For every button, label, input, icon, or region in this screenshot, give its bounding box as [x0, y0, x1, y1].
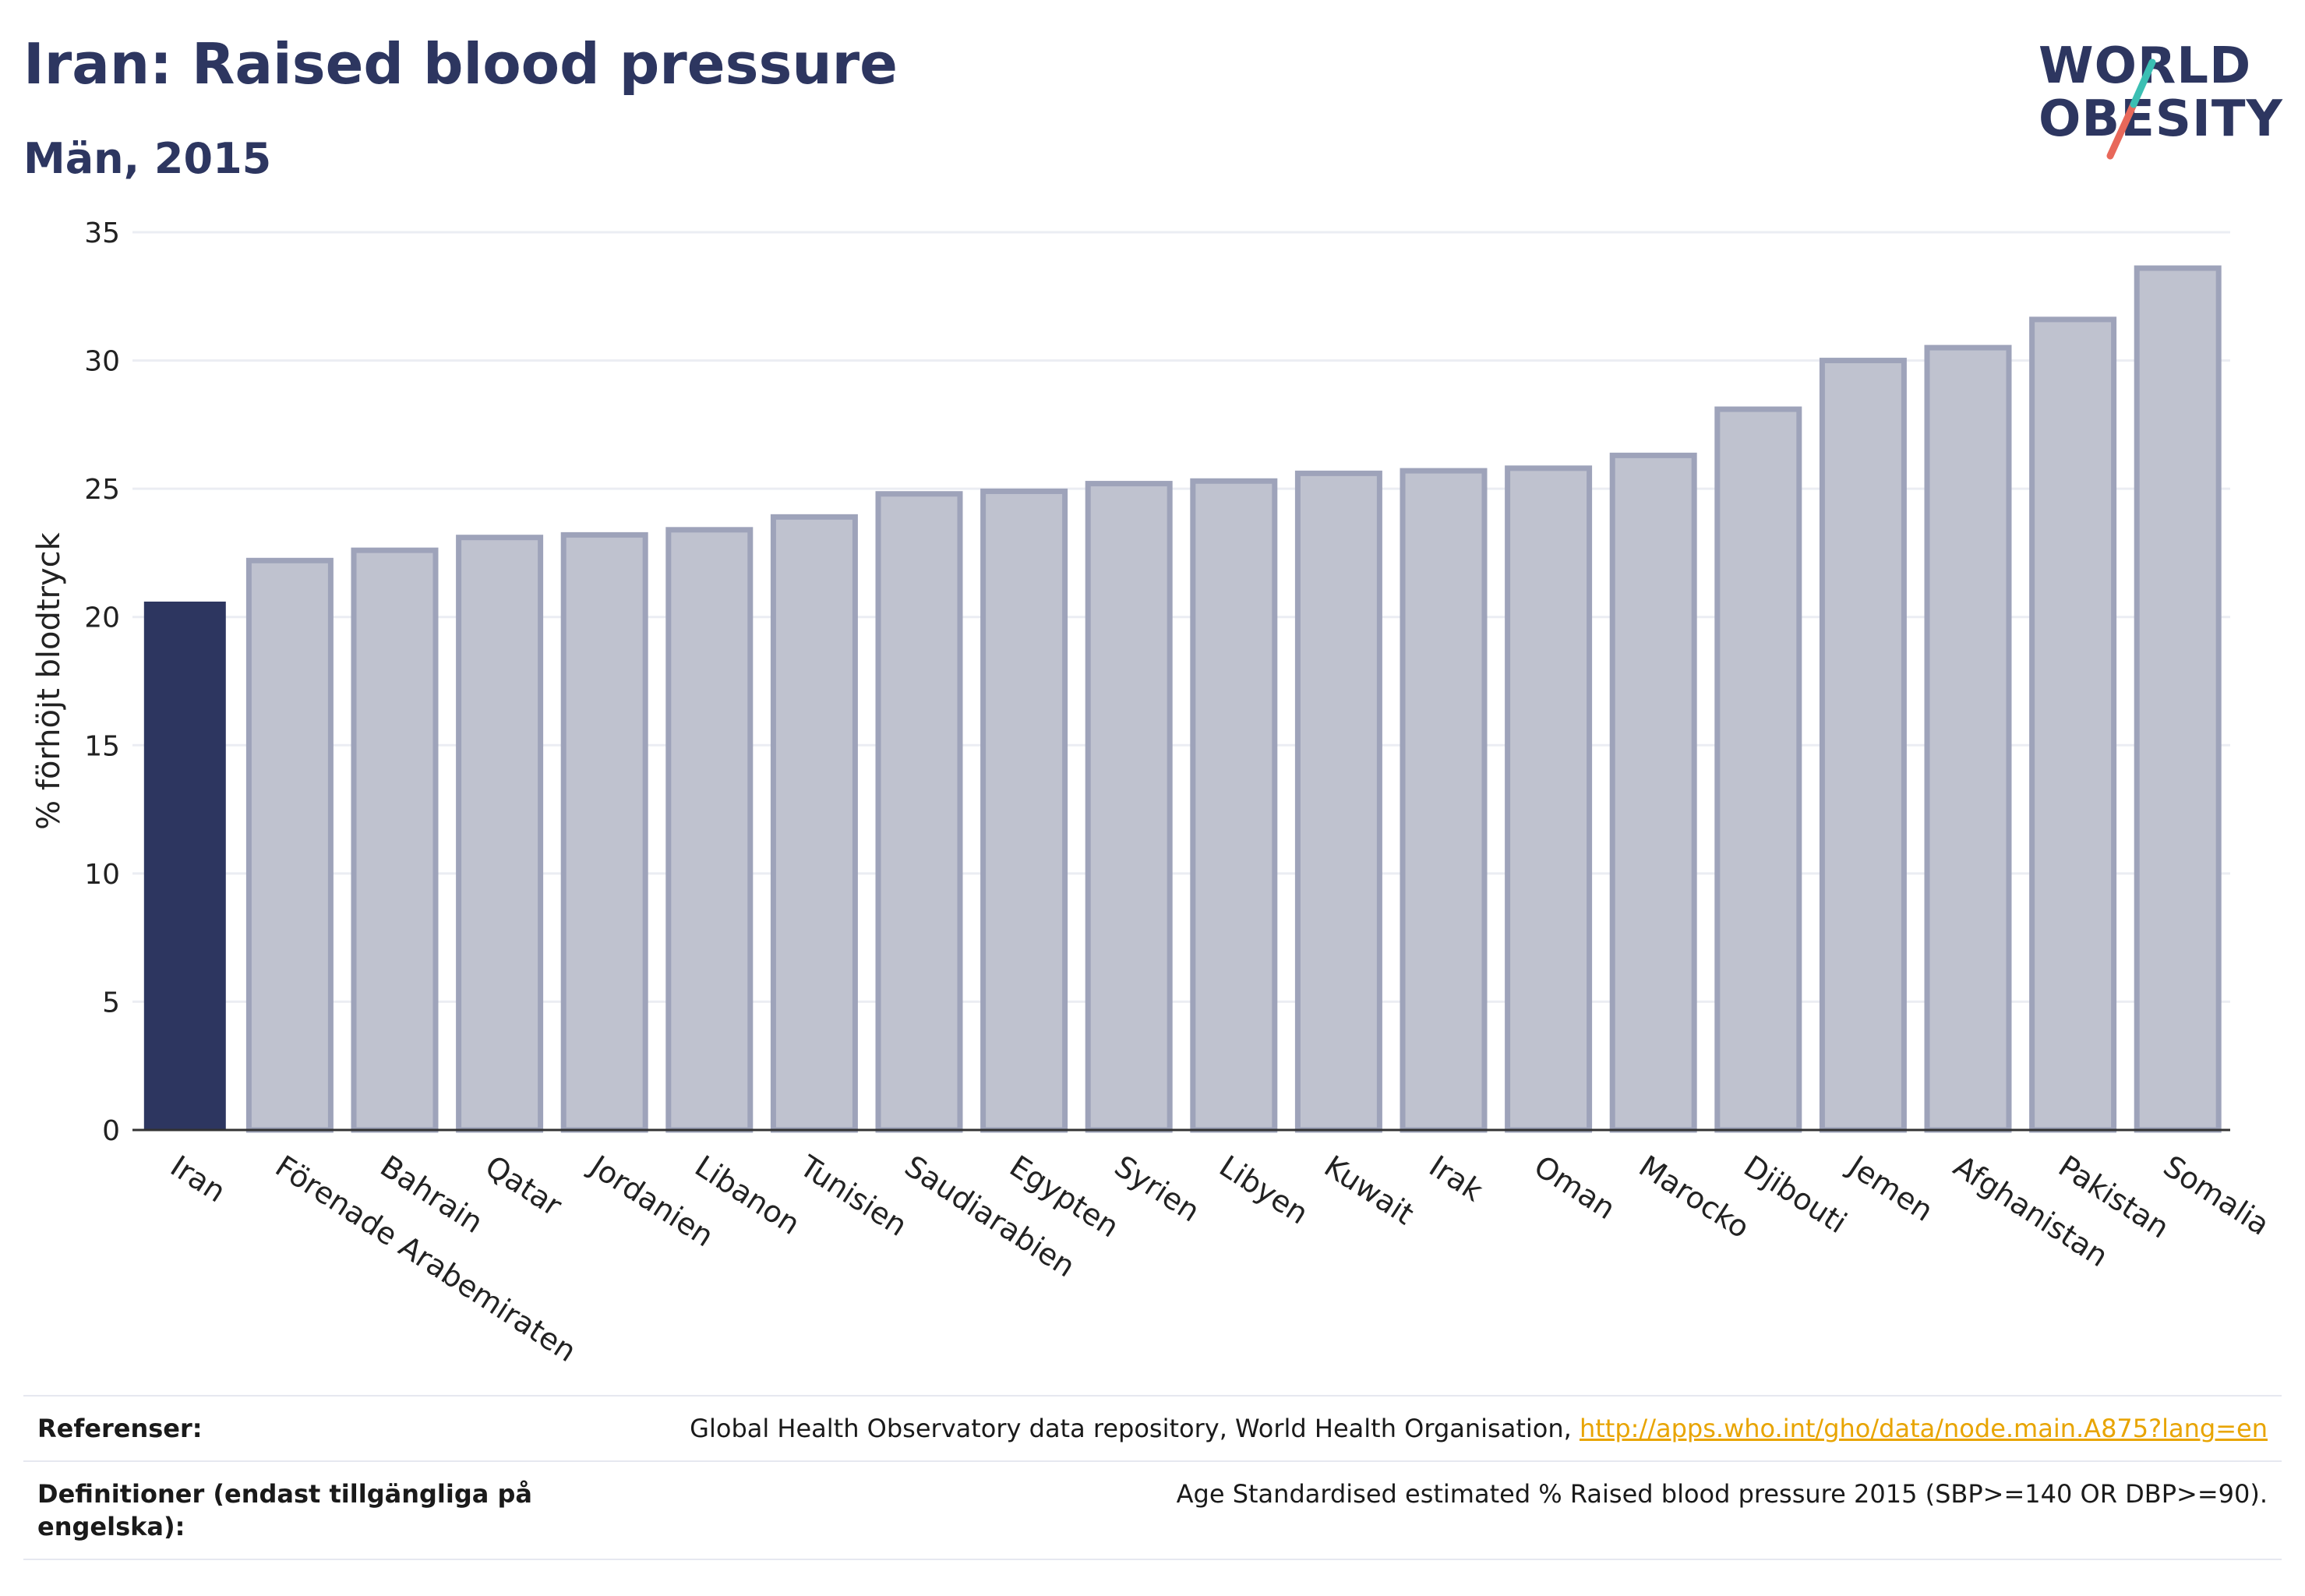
y-tick-label: 10 — [84, 859, 120, 891]
chart-title: Iran: Raised blood pressure — [23, 31, 898, 97]
bar — [1819, 358, 1907, 1133]
logo-slash-icon — [2106, 58, 2156, 160]
definitions-value: Age Standardised estimated % Raised bloo… — [1176, 1479, 2268, 1509]
bar — [665, 527, 754, 1133]
references-link[interactable]: http://apps.who.int/gho/data/node.main.A… — [1579, 1414, 2268, 1443]
bar — [1400, 468, 1488, 1133]
definitions-label-line-1: Definitioner (endast tillgängliga på — [37, 1479, 532, 1509]
references-text: Global Health Observatory data repositor… — [690, 1414, 1580, 1443]
x-tick-label: Somalia — [2158, 1149, 2276, 1242]
definitions-label: Definitioner (endast tillgängliga på enge… — [37, 1478, 532, 1543]
bar — [2134, 265, 2222, 1133]
y-tick-label: 20 — [84, 602, 120, 634]
bar — [245, 557, 334, 1133]
chart-subtitle: Män, 2015 — [23, 134, 272, 183]
x-tick-label: Marocko — [1633, 1149, 1756, 1245]
definitions-row: Definitioner (endast tillgängliga på enge… — [23, 1460, 2282, 1560]
x-tick-label: Djibouti — [1738, 1149, 1852, 1240]
y-tick-label: 5 — [102, 987, 120, 1019]
bar — [770, 514, 858, 1133]
bar — [560, 531, 648, 1133]
x-tick-label: Tunisien — [793, 1149, 913, 1243]
bar — [980, 488, 1068, 1133]
bar — [1924, 344, 2012, 1133]
bar — [875, 491, 963, 1133]
x-tick-label: Kuwait — [1318, 1149, 1420, 1231]
references-row: Referenser: Global Health Observatory da… — [23, 1395, 2282, 1462]
logo-line-2: OBESITY — [2038, 90, 2283, 148]
world-obesity-logo: WORLD OBESITY — [2031, 23, 2288, 164]
bar — [143, 601, 226, 1130]
bar — [1294, 470, 1382, 1133]
definitions-label-line-2: engelska): — [37, 1512, 185, 1541]
x-tick-label: Jemen — [1841, 1148, 1940, 1228]
bar — [1190, 478, 1278, 1133]
y-tick-label: 15 — [84, 730, 120, 762]
bar — [1609, 452, 1697, 1133]
bar — [1085, 481, 1173, 1133]
footer-bottom-divider — [23, 1559, 2282, 1560]
x-tick-label: Qatar — [479, 1149, 568, 1223]
y-tick-label: 0 — [102, 1115, 120, 1147]
y-tick-label: 35 — [84, 217, 120, 249]
references-label: Referenser: — [37, 1414, 203, 1443]
bar — [456, 535, 544, 1133]
bar — [1505, 465, 1593, 1133]
y-axis-label: % förhöjt blodtryck — [31, 531, 67, 830]
bar — [2029, 316, 2117, 1133]
bar — [1714, 406, 1802, 1133]
x-tick-label: Libyen — [1213, 1149, 1314, 1231]
y-tick-label: 30 — [84, 346, 120, 378]
x-tick-label: Oman — [1528, 1149, 1622, 1226]
x-tick-label: Iran — [164, 1149, 231, 1209]
references-value: Global Health Observatory data repositor… — [690, 1412, 2268, 1445]
y-tick-label: 25 — [84, 474, 120, 506]
bar — [351, 547, 439, 1133]
x-tick-label: Irak — [1423, 1149, 1488, 1208]
